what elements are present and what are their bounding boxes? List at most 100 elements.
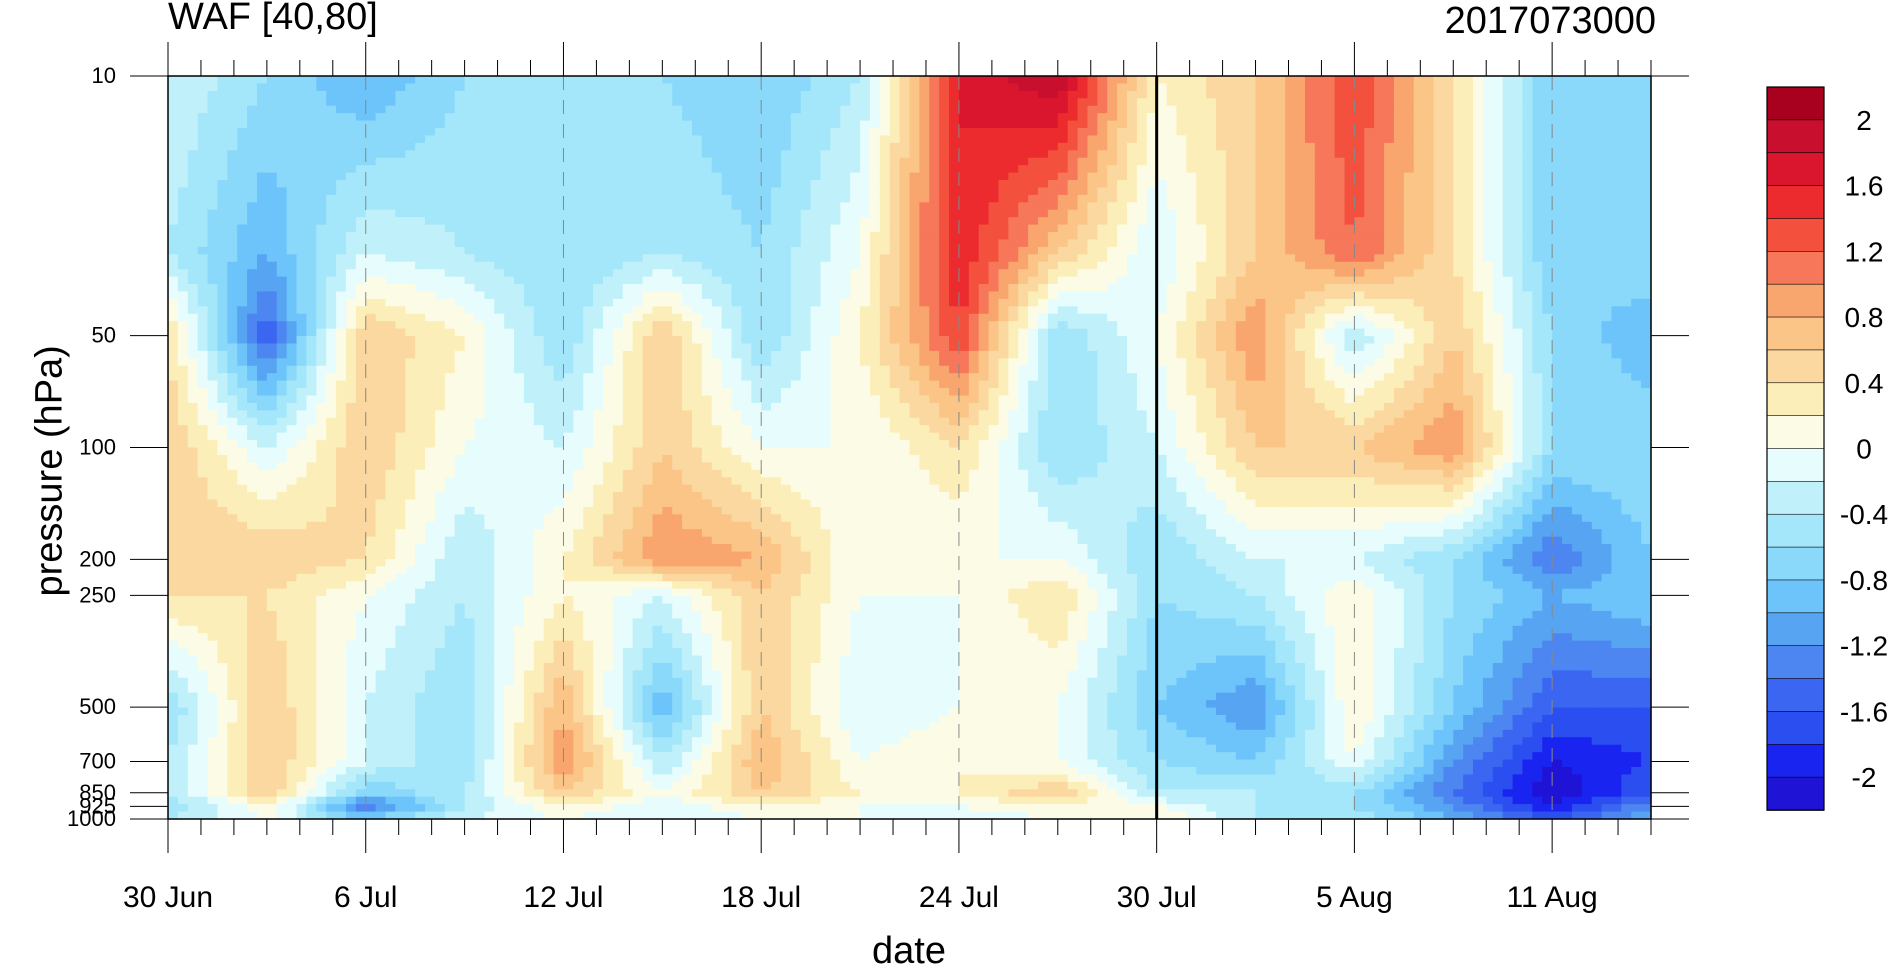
contour-cell: [504, 313, 515, 322]
contour-cell: [939, 209, 950, 218]
contour-cell: [1512, 202, 1524, 211]
contour-cell: [1482, 217, 1494, 226]
contour-cell: [543, 165, 555, 174]
contour-cell: [1136, 157, 1148, 166]
contour-cell: [336, 157, 347, 166]
contour-cell: [1581, 306, 1593, 315]
contour-cell: [1562, 276, 1573, 285]
contour-cell: [1077, 98, 1089, 107]
contour-cell: [177, 135, 189, 144]
contour-cell: [1304, 83, 1316, 92]
contour-cell: [642, 239, 654, 248]
contour-cell: [988, 276, 1000, 285]
contour-cell: [652, 239, 663, 248]
contour-cell: [939, 239, 950, 248]
contour-cell: [464, 254, 476, 263]
contour-cell: [1156, 180, 1168, 189]
contour-cell: [1156, 232, 1168, 241]
contour-cell: [444, 120, 456, 129]
contour-cell: [474, 172, 485, 181]
contour-cell: [603, 142, 614, 151]
contour-cell: [830, 180, 841, 189]
contour-cell: [434, 187, 446, 196]
contour-cell: [514, 239, 525, 248]
contour-cell: [958, 269, 970, 278]
contour-cell: [1463, 128, 1474, 137]
contour-cell: [1186, 98, 1197, 107]
contour-cell: [899, 157, 911, 166]
contour-cell: [1304, 306, 1316, 315]
contour-cell: [1581, 224, 1593, 233]
contour-cell: [405, 224, 416, 233]
contour-cell: [711, 276, 723, 285]
contour-cell: [612, 194, 624, 203]
contour-cell: [237, 217, 248, 226]
contour-cell: [820, 157, 832, 166]
contour-cell: [939, 187, 950, 196]
contour-cell: [682, 209, 693, 218]
contour-cell: [1393, 172, 1405, 181]
contour-cell: [1245, 113, 1257, 122]
contour-cell: [879, 261, 891, 270]
contour-cell: [632, 194, 644, 203]
contour-cell: [553, 128, 565, 137]
contour-cell: [850, 172, 861, 181]
contour-cell: [978, 217, 990, 226]
contour-cell: [514, 276, 525, 285]
contour-cell: [1196, 306, 1207, 315]
contour-cell: [1601, 157, 1613, 166]
contour-cell: [721, 105, 733, 114]
contour-cell: [1433, 202, 1444, 211]
contour-cell: [1008, 98, 1019, 107]
contour-cell: [227, 142, 238, 151]
contour-cell: [1542, 261, 1553, 270]
contour-cell: [553, 150, 565, 159]
contour-cell: [464, 202, 476, 211]
contour-cell: [177, 321, 189, 330]
contour-cell: [1146, 194, 1158, 203]
contour-cell: [820, 202, 832, 211]
contour-cell: [425, 306, 436, 315]
contour-cell: [266, 232, 278, 241]
contour-cell: [790, 150, 802, 159]
contour-cell: [336, 187, 347, 196]
contour-cell: [869, 98, 881, 107]
contour-cell: [395, 142, 406, 151]
contour-cell: [1265, 224, 1276, 233]
contour-cell: [1136, 180, 1148, 189]
contour-cell: [237, 76, 248, 85]
contour-cell: [879, 187, 891, 196]
contour-cell: [899, 239, 911, 248]
contour-cell: [1413, 113, 1425, 122]
contour-cell: [1077, 113, 1089, 122]
contour-cell: [1344, 172, 1355, 181]
contour-cell: [1166, 194, 1178, 203]
contour-cell: [860, 202, 871, 211]
contour-cell: [909, 83, 920, 92]
contour-cell: [1611, 90, 1622, 99]
contour-cell: [1285, 217, 1296, 226]
contour-cell: [168, 261, 179, 270]
contour-cell: [1641, 157, 1652, 166]
contour-cell: [988, 194, 1000, 203]
contour-cell: [968, 232, 980, 241]
contour-cell: [336, 142, 347, 151]
contour-cell: [731, 313, 743, 322]
contour-cell: [1492, 165, 1504, 174]
contour-cell: [1403, 128, 1415, 137]
contour-cell: [1225, 83, 1237, 92]
contour-cell: [840, 113, 851, 122]
contour-cell: [1374, 187, 1385, 196]
contour-cell: [583, 224, 594, 233]
contour-cell: [247, 128, 258, 137]
contour-cell: [1562, 105, 1573, 114]
contour-cell: [958, 76, 970, 85]
contour-cell: [1571, 135, 1583, 144]
contour-cell: [1117, 202, 1128, 211]
contour-cell: [1641, 165, 1652, 174]
contour-cell: [1275, 269, 1286, 278]
contour-cell: [553, 291, 565, 300]
contour-cell: [1097, 157, 1108, 166]
contour-cell: [306, 321, 317, 330]
contour-cell: [850, 298, 861, 307]
